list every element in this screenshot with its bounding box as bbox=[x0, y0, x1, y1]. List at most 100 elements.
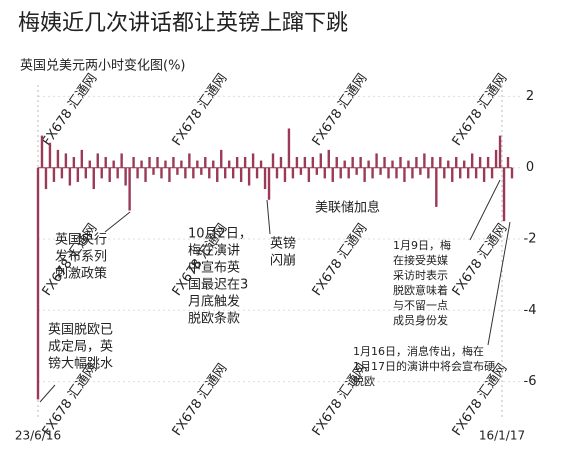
leader-line bbox=[469, 179, 501, 241]
spike bbox=[439, 157, 442, 168]
leader-line bbox=[487, 221, 511, 346]
spike bbox=[216, 167, 219, 182]
spike bbox=[104, 157, 107, 168]
spike bbox=[431, 157, 434, 168]
spike bbox=[391, 160, 394, 168]
spike bbox=[463, 160, 466, 168]
spike bbox=[112, 160, 115, 168]
spike bbox=[156, 157, 159, 168]
watermark: FX678 汇通网 bbox=[170, 361, 231, 439]
annotation: 发布系列 bbox=[55, 249, 107, 265]
y-tick-label: 0 bbox=[526, 160, 534, 175]
spike bbox=[184, 167, 187, 179]
spike bbox=[255, 167, 259, 179]
spike bbox=[351, 157, 354, 168]
spike bbox=[116, 167, 119, 179]
spike bbox=[239, 167, 243, 182]
spike bbox=[164, 160, 167, 168]
annotation: 英国央行 bbox=[55, 233, 107, 248]
annotation: 国最迟在3 bbox=[188, 278, 248, 293]
spike bbox=[152, 167, 155, 175]
spike bbox=[96, 153, 99, 168]
spike bbox=[327, 149, 330, 168]
spike bbox=[267, 167, 271, 200]
spike bbox=[60, 167, 64, 179]
spike bbox=[299, 167, 303, 175]
spike bbox=[498, 135, 502, 168]
spike bbox=[176, 167, 179, 175]
spike bbox=[363, 167, 366, 182]
watermark: FX678 汇通网 bbox=[40, 361, 101, 439]
spike bbox=[68, 167, 72, 186]
spike bbox=[172, 157, 175, 168]
annotation: 脱欧条款 bbox=[188, 311, 240, 327]
leader-line bbox=[39, 384, 56, 403]
annotation: 英镑 bbox=[270, 236, 296, 252]
spike bbox=[168, 167, 171, 182]
spike bbox=[411, 167, 414, 179]
spike bbox=[92, 167, 95, 190]
spike bbox=[271, 153, 275, 168]
spike bbox=[291, 167, 295, 179]
annotation: 镑大幅跳水 bbox=[48, 356, 113, 372]
spike bbox=[319, 153, 323, 168]
watermark: FX678 汇通网 bbox=[310, 221, 371, 299]
spike bbox=[387, 167, 390, 179]
spike bbox=[120, 153, 123, 168]
annotation: 采访时表示 bbox=[393, 268, 448, 282]
spike bbox=[423, 153, 426, 168]
spike bbox=[343, 160, 346, 168]
spike bbox=[279, 157, 283, 168]
annotation: 成员身份发 bbox=[393, 313, 448, 327]
spike bbox=[383, 157, 386, 168]
annotation: 10月2日， bbox=[188, 227, 252, 242]
spike bbox=[235, 157, 239, 168]
chart-title: 梅姨近几次讲话都让英镑上蹿下跳 bbox=[18, 11, 348, 36]
spike bbox=[48, 142, 52, 168]
spike bbox=[399, 157, 402, 168]
spike bbox=[40, 135, 44, 168]
spike bbox=[510, 167, 514, 179]
spike bbox=[470, 153, 474, 168]
spike bbox=[275, 167, 279, 179]
spike bbox=[335, 157, 338, 168]
spike bbox=[355, 167, 358, 175]
spike bbox=[474, 167, 478, 179]
spike bbox=[455, 157, 458, 168]
spike bbox=[339, 167, 342, 179]
spike bbox=[144, 167, 147, 182]
spike bbox=[407, 160, 410, 168]
spike bbox=[443, 167, 446, 179]
spike bbox=[136, 167, 139, 179]
spike bbox=[427, 167, 430, 179]
spike bbox=[72, 157, 76, 168]
spike bbox=[323, 167, 326, 179]
spike bbox=[247, 167, 251, 186]
spike bbox=[478, 157, 482, 168]
spike bbox=[128, 167, 131, 211]
spike bbox=[359, 157, 362, 168]
spike bbox=[148, 157, 151, 168]
spike bbox=[331, 167, 334, 182]
spike bbox=[204, 157, 207, 168]
annotation: 1月9日，梅 bbox=[393, 238, 451, 252]
annotation: 梅在演讲 bbox=[188, 243, 240, 259]
spike bbox=[283, 167, 287, 182]
spike bbox=[447, 160, 450, 168]
spike bbox=[307, 167, 311, 182]
y-tick-label: -6 bbox=[524, 374, 537, 389]
spike bbox=[263, 167, 267, 190]
spike bbox=[347, 167, 350, 179]
spike bbox=[140, 160, 143, 168]
spike bbox=[371, 167, 374, 179]
spike bbox=[208, 167, 211, 179]
y-tick-label: 2 bbox=[526, 89, 534, 104]
annotation: 1月16日，消息传出，梅在 bbox=[353, 344, 484, 358]
leader-line bbox=[104, 211, 131, 233]
spike bbox=[64, 153, 68, 168]
watermark: FX678 汇通网 bbox=[170, 71, 231, 149]
spike bbox=[212, 160, 215, 168]
spike bbox=[287, 128, 291, 168]
watermark: FX678 汇通网 bbox=[450, 221, 511, 299]
